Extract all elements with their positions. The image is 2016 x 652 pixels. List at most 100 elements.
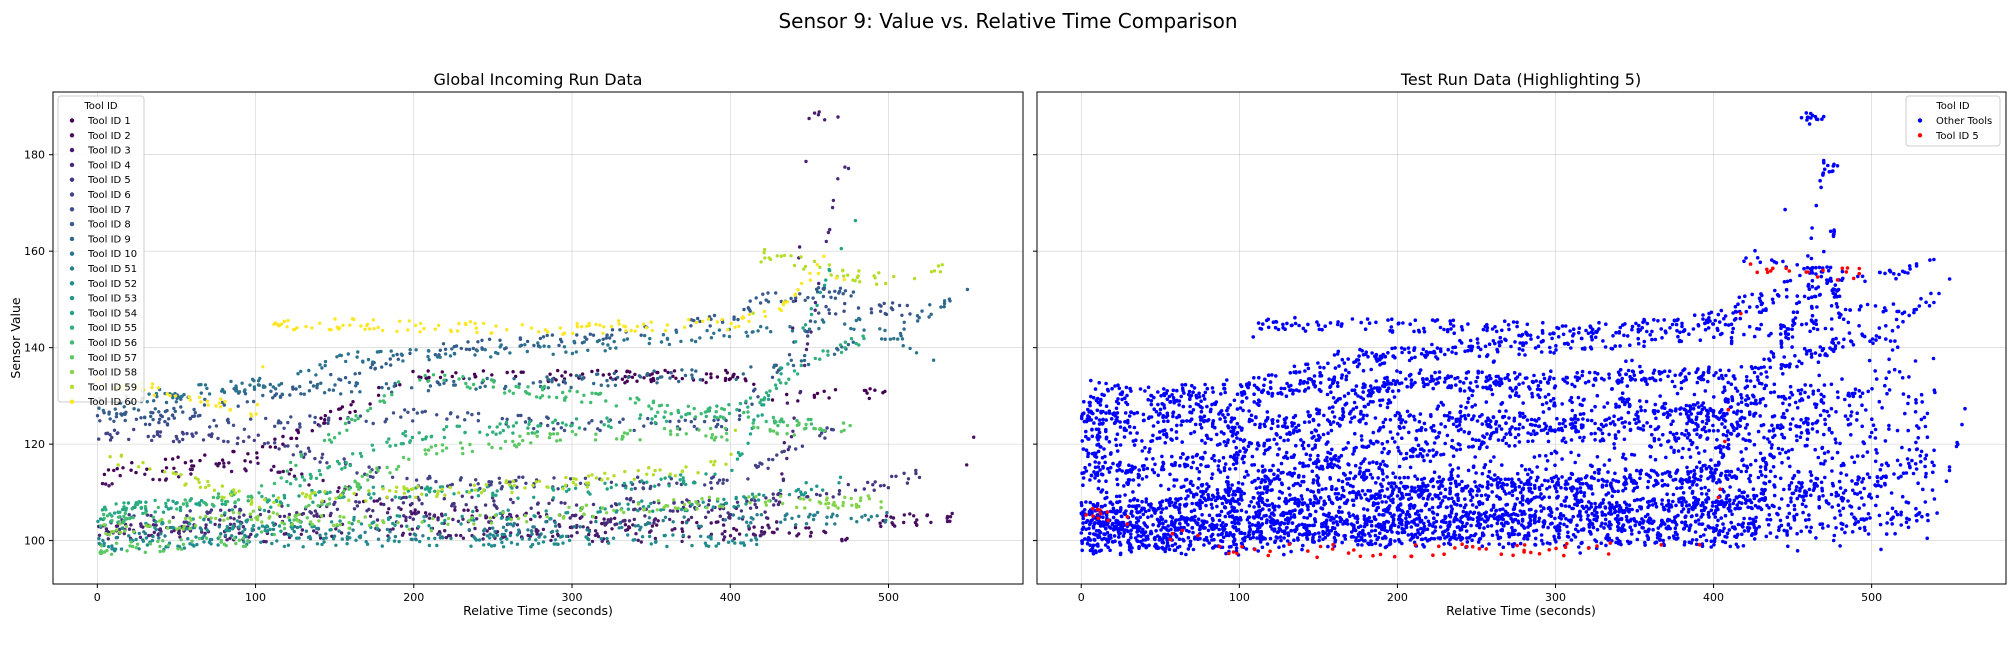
data-point: [137, 465, 140, 468]
data-point-other-tools: [1338, 506, 1342, 510]
data-point-other-tools: [1805, 525, 1809, 529]
legend-title: Tool ID: [83, 101, 118, 112]
data-point: [842, 501, 845, 504]
data-point: [860, 515, 863, 518]
data-point: [359, 414, 362, 417]
data-point: [386, 466, 389, 469]
data-point: [452, 380, 455, 383]
data-point: [261, 394, 264, 397]
data-point: [153, 394, 156, 397]
data-point: [803, 354, 806, 357]
data-point: [318, 460, 321, 463]
data-point: [584, 477, 587, 480]
data-point-other-tools: [1534, 379, 1538, 383]
data-point-other-tools: [1275, 442, 1279, 446]
data-point: [715, 404, 718, 407]
data-point: [150, 439, 153, 442]
data-point-other-tools: [1716, 519, 1720, 523]
data-point: [633, 429, 636, 432]
data-point: [721, 482, 724, 485]
data-point-other-tools: [1819, 414, 1823, 418]
data-point: [303, 393, 306, 396]
data-point: [727, 516, 730, 519]
data-point: [383, 401, 386, 404]
data-point: [830, 273, 833, 276]
data-point-other-tools: [1508, 379, 1512, 383]
data-point: [323, 391, 326, 394]
data-point: [602, 325, 605, 328]
data-point: [164, 502, 167, 505]
data-point: [677, 507, 680, 510]
data-point: [171, 457, 174, 460]
data-point: [730, 322, 733, 325]
data-point: [684, 374, 687, 377]
data-point: [618, 502, 621, 505]
data-point: [601, 506, 604, 509]
data-point: [600, 420, 603, 423]
data-point: [867, 518, 870, 521]
data-point-other-tools: [1775, 535, 1779, 539]
data-point: [538, 480, 541, 483]
data-point: [648, 516, 651, 519]
data-point-other-tools: [1777, 395, 1781, 399]
data-point: [237, 525, 240, 528]
data-point: [736, 457, 739, 460]
data-point: [636, 509, 639, 512]
data-point: [395, 468, 398, 471]
data-point-other-tools: [1087, 437, 1091, 441]
data-point: [750, 403, 753, 406]
data-point: [850, 517, 853, 520]
data-point: [302, 545, 305, 548]
data-point-other-tools: [1382, 509, 1386, 513]
data-point: [521, 323, 524, 326]
data-point: [907, 477, 910, 480]
data-point: [139, 525, 142, 528]
data-point: [752, 525, 755, 528]
data-point: [619, 508, 622, 511]
data-point: [589, 401, 592, 404]
legend-label: Tool ID 6: [87, 190, 131, 201]
data-point-other-tools: [1805, 111, 1809, 115]
data-point: [271, 521, 274, 524]
data-point: [808, 272, 811, 275]
data-point: [879, 304, 882, 307]
data-point: [570, 534, 573, 537]
data-point: [311, 429, 314, 432]
data-point: [804, 491, 807, 494]
data-point: [863, 487, 866, 490]
data-point: [350, 418, 353, 421]
data-point: [441, 370, 444, 373]
data-point: [778, 420, 781, 423]
data-point-other-tools: [1777, 447, 1781, 451]
data-point: [417, 525, 420, 528]
data-point: [289, 415, 292, 418]
data-point-other-tools: [1865, 517, 1869, 521]
data-point: [182, 543, 185, 546]
data-point-other-tools: [1727, 369, 1731, 373]
data-point: [456, 329, 459, 332]
data-point: [755, 513, 758, 516]
data-point: [752, 418, 755, 421]
data-point-other-tools: [1450, 375, 1454, 379]
data-point: [803, 427, 806, 430]
data-point: [547, 417, 550, 420]
data-point: [594, 534, 597, 537]
data-point: [187, 395, 190, 398]
data-point: [453, 352, 456, 355]
data-point: [729, 534, 732, 537]
data-point: [469, 545, 472, 548]
data-point: [474, 506, 477, 509]
data-point: [378, 400, 381, 403]
data-point: [965, 463, 968, 466]
data-point: [599, 510, 602, 513]
data-point: [622, 338, 625, 341]
data-point: [328, 328, 331, 331]
data-point: [726, 371, 729, 374]
data-point-other-tools: [1800, 388, 1804, 392]
data-point: [438, 530, 441, 533]
data-point: [499, 537, 502, 540]
data-point: [745, 533, 748, 536]
data-point: [178, 395, 181, 398]
data-point: [242, 513, 245, 516]
data-point: [902, 521, 905, 524]
